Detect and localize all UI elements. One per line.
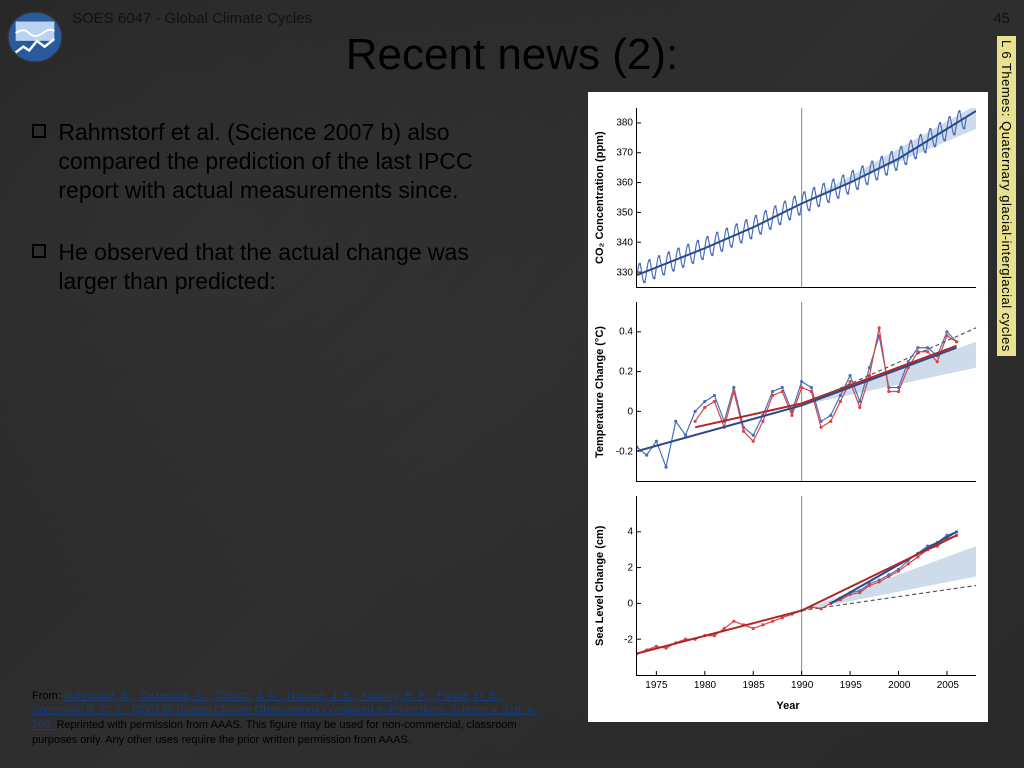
y-axis-label: Temperature Change (°C) <box>594 302 606 482</box>
bullet-item: Rahmstorf et al. (Science 2007 b) also c… <box>32 118 532 204</box>
figure-citation: From: Rahmstorf, S. , Cazenave, A. , Chu… <box>32 689 552 748</box>
y-tick-label: 0 <box>627 407 637 418</box>
page-number: 45 <box>993 10 1010 27</box>
citation-prefix: From: <box>32 690 64 702</box>
bullet-marker-icon <box>32 244 46 258</box>
y-tick-label: -0.2 <box>616 447 637 458</box>
y-tick-label: 2 <box>627 563 637 574</box>
slide-title: Recent news (2): <box>0 30 1024 80</box>
y-tick-label: 360 <box>616 178 637 189</box>
y-tick-label: 350 <box>616 208 637 219</box>
bullet-marker-icon <box>32 124 46 138</box>
x-tick-label: 1995 <box>840 680 862 691</box>
course-title: SOES 6047 - Global Climate Cycles <box>72 10 312 27</box>
bullet-text: He observed that the actual change was l… <box>58 238 518 296</box>
chart-panel: 330340350360370380 <box>636 108 976 288</box>
x-tick-label: 1980 <box>694 680 716 691</box>
x-tick-label: 1990 <box>791 680 813 691</box>
bullet-text: Rahmstorf et al. (Science 2007 b) also c… <box>58 118 518 204</box>
y-tick-label: 4 <box>627 527 637 538</box>
y-tick-label: 0 <box>627 599 637 610</box>
y-tick-label: 380 <box>616 118 637 129</box>
y-tick-label: -2 <box>624 635 637 646</box>
y-tick-label: 370 <box>616 148 637 159</box>
bullet-item: He observed that the actual change was l… <box>32 238 532 296</box>
y-tick-label: 0.4 <box>619 327 637 338</box>
y-axis-label: Sea Level Change (cm) <box>594 496 606 676</box>
y-axis-label: CO₂ Concentration (ppm) <box>594 108 606 288</box>
chart-panel: -0.200.20.4 <box>636 302 976 482</box>
y-tick-label: 0.2 <box>619 367 637 378</box>
y-tick-label: 330 <box>616 268 637 279</box>
x-tick-label: 2000 <box>888 680 910 691</box>
lecture-side-label: L 6 Themes: Quaternary glacial-interglac… <box>997 36 1016 356</box>
citation-suffix: Reprinted with permission from AAAS. Thi… <box>32 719 517 746</box>
bullet-list: Rahmstorf et al. (Science 2007 b) also c… <box>32 118 532 330</box>
x-tick-label: 2005 <box>937 680 959 691</box>
rahmstorf-figure: Year 330340350360370380CO₂ Concentration… <box>588 92 988 722</box>
x-axis-label: Year <box>588 700 988 712</box>
chart-panel: -20241975198019851990199520002005 <box>636 496 976 676</box>
x-tick-label: 1985 <box>742 680 764 691</box>
x-tick-label: 1975 <box>645 680 667 691</box>
y-tick-label: 340 <box>616 238 637 249</box>
